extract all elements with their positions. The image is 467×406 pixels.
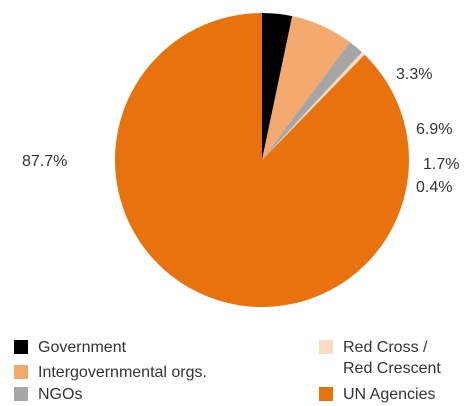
label-intergovernmental: 6.9% <box>416 121 452 138</box>
legend-label-intergovernmental: Intergovernmental orgs. <box>38 364 207 381</box>
label-government: 3.3% <box>396 66 432 83</box>
legend-item-un-agencies: UN Agencies <box>319 384 436 405</box>
legend-swatch-intergovernmental <box>14 365 28 379</box>
legend-swatch-government <box>14 340 28 354</box>
label-un-agencies: 87.7% <box>22 153 67 170</box>
legend-item-red-cross: Red Cross / Red Crescent <box>319 337 441 379</box>
legend-label-un-agencies: UN Agencies <box>343 386 436 403</box>
pie-slice-government <box>262 13 293 160</box>
legend-label-red-cross-line1: Red Cross / <box>343 339 428 356</box>
label-ngos: 1.7% <box>423 156 459 173</box>
pie-chart: 3.3% 6.9% 1.7% 0.4% 87.7% <box>22 13 459 308</box>
legend-swatch-un-agencies <box>319 387 333 401</box>
legend-swatch-ngos <box>14 387 28 401</box>
pie-slice-red-cross-red-crescent <box>262 52 365 160</box>
pie-slice-ngos <box>262 42 362 160</box>
legend-item-ngos: NGOs <box>14 384 82 405</box>
pie-slices <box>114 13 409 308</box>
pie-slice-un-agencies <box>114 13 409 308</box>
legend-swatch-red-cross <box>319 340 333 354</box>
label-red-cross: 0.4% <box>416 179 452 196</box>
pie-slice-intergovernmental-orgs <box>262 16 350 161</box>
legend-item-intergovernmental: Intergovernmental orgs. <box>14 362 207 383</box>
legend-item-government: Government <box>14 337 126 358</box>
legend-label-government: Government <box>38 339 127 356</box>
legend-label-red-cross-line2: Red Crescent <box>343 360 441 377</box>
legend-label-ngos: NGOs <box>38 386 83 403</box>
